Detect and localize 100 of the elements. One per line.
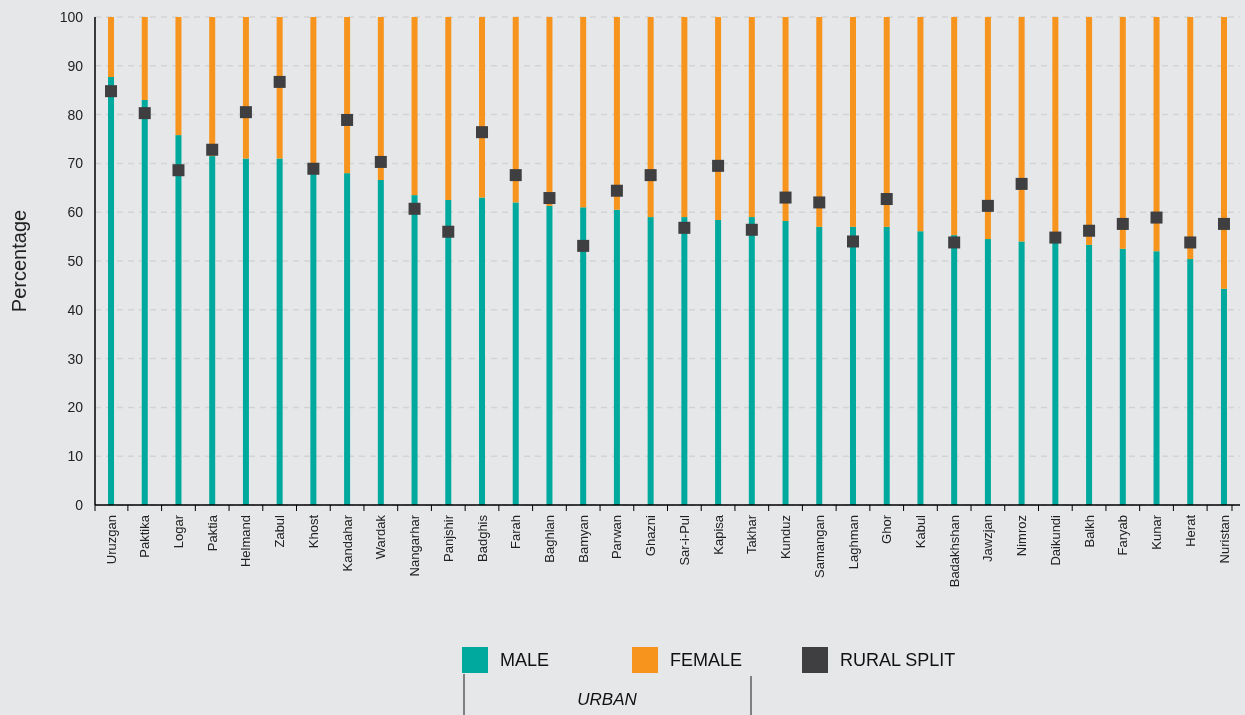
bar — [411, 195, 418, 505]
x-tick-label: Panjshir — [440, 514, 456, 562]
point — [779, 191, 792, 204]
bar — [1052, 241, 1059, 505]
point — [981, 199, 994, 212]
x-tick-label: Paktia — [204, 514, 220, 552]
point — [577, 239, 590, 252]
point — [1049, 231, 1062, 244]
point — [1150, 211, 1163, 224]
x-tick-label: Kabul — [913, 514, 928, 549]
y-tick-label: 50 — [67, 252, 84, 269]
bar — [984, 239, 991, 505]
x-tick-label: Ghor — [879, 514, 895, 544]
bar — [715, 17, 722, 221]
point — [1083, 224, 1096, 237]
bar — [1119, 248, 1126, 505]
x-tick-label: Nangarhar — [407, 514, 423, 577]
bar — [411, 17, 418, 196]
bar — [951, 17, 958, 236]
bar — [1187, 17, 1194, 260]
x-tick-label: Badghis — [474, 514, 490, 562]
bar — [748, 217, 755, 505]
bar — [377, 179, 384, 505]
bar — [276, 158, 283, 505]
x-tick-label: Baghlan — [542, 515, 558, 563]
point — [1116, 217, 1129, 230]
bar — [141, 99, 148, 505]
point — [678, 221, 691, 234]
point — [745, 223, 758, 236]
bar — [276, 17, 283, 159]
bar — [984, 17, 991, 240]
point — [948, 236, 961, 249]
text: URBAN — [577, 690, 638, 709]
bar — [445, 17, 452, 200]
y-tick-label: 20 — [67, 399, 84, 416]
x-tick-label: Logar — [171, 514, 187, 549]
x-tick-label: Balkh — [1081, 515, 1097, 548]
y-tick-label: 40 — [67, 301, 84, 318]
bar — [1018, 17, 1025, 242]
bar — [344, 173, 351, 505]
bar — [108, 77, 115, 505]
bar — [681, 217, 688, 505]
bar — [1187, 259, 1194, 505]
x-tick-label: Laghman — [845, 515, 861, 570]
point — [712, 159, 725, 172]
bar — [849, 17, 856, 227]
bar — [1018, 241, 1025, 505]
bar — [1220, 17, 1227, 289]
y-tick-label: 0 — [75, 496, 84, 513]
point — [239, 106, 252, 119]
x-tick-label: Paktika — [137, 514, 153, 558]
point — [1184, 236, 1197, 249]
bar — [546, 205, 553, 505]
legend-label: RURAL SPLIT — [840, 650, 956, 671]
bar — [849, 226, 856, 505]
bar — [917, 17, 924, 232]
bar — [883, 226, 890, 505]
x-tick-label: Takhar — [744, 514, 760, 555]
point — [509, 169, 522, 182]
bar — [175, 17, 182, 136]
x-tick-label: Herat — [1182, 514, 1198, 547]
bar — [1153, 251, 1160, 505]
x-tick-label: Parwan — [609, 515, 625, 560]
bar — [108, 17, 115, 78]
bar — [512, 202, 519, 505]
x-tick-label: Daikundi — [1047, 514, 1063, 566]
point — [374, 155, 387, 168]
bar — [647, 217, 654, 505]
bar — [748, 17, 755, 218]
point — [341, 113, 354, 126]
point — [543, 192, 556, 205]
x-tick-label: Nimroz — [1014, 515, 1030, 557]
bar — [1086, 244, 1093, 505]
x-tick-label: Zabul — [272, 514, 288, 548]
point — [846, 235, 859, 248]
point — [880, 193, 893, 206]
x-tick-label: Khost — [305, 514, 321, 549]
bar — [613, 209, 620, 505]
x-tick-label: Kunduz — [778, 515, 794, 560]
bar — [377, 17, 384, 180]
x-tick-label: Ghazni — [643, 514, 659, 557]
y-tick-label: 90 — [67, 57, 84, 74]
bar — [1153, 17, 1160, 252]
point — [610, 184, 623, 197]
x-tick-label: Sar-i-Pul — [676, 514, 692, 566]
x-tick-label: Jawzjan — [980, 515, 996, 562]
bar — [951, 235, 958, 505]
bar — [512, 17, 519, 203]
x-tick-label: Kapisa — [710, 514, 726, 555]
x-tick-label: Samangan — [811, 515, 827, 578]
y-tick-label: 60 — [67, 204, 84, 221]
point — [442, 225, 455, 238]
bar — [782, 17, 789, 221]
y-tick-label: 100 — [59, 8, 84, 25]
bar — [242, 158, 249, 505]
bar — [715, 220, 722, 505]
legend-label: MALE — [500, 650, 550, 671]
x-tick-label: Wardak — [373, 514, 389, 560]
bar — [1086, 17, 1093, 245]
x-tick-label: Bamyan — [575, 515, 591, 563]
